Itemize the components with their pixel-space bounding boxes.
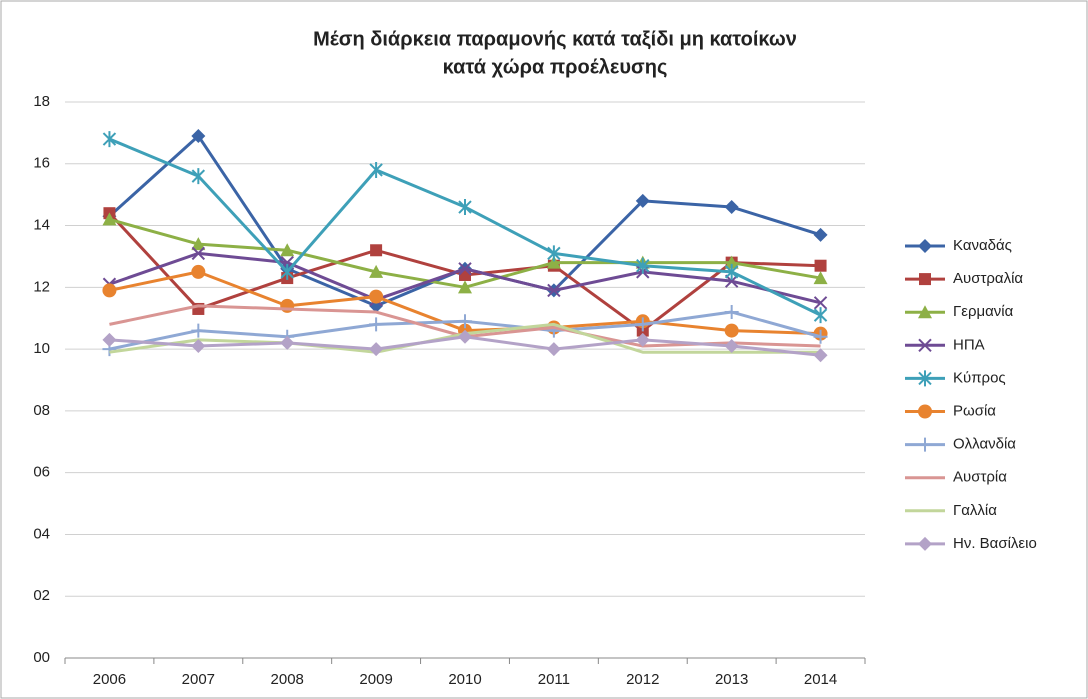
marker bbox=[458, 199, 472, 216]
marker bbox=[546, 255, 561, 269]
legend-marker bbox=[919, 273, 931, 286]
marker bbox=[458, 280, 472, 294]
marker bbox=[369, 289, 384, 304]
marker bbox=[369, 342, 384, 357]
marker bbox=[813, 329, 828, 344]
legend-label: ΗΠΑ bbox=[953, 336, 985, 353]
y-tick-label: 14 bbox=[33, 217, 50, 234]
marker bbox=[102, 332, 117, 347]
chart-title: κατά χώρα προέλευσης bbox=[443, 56, 668, 78]
legend-marker bbox=[918, 536, 932, 551]
legend-label: Αυστρία bbox=[953, 469, 1007, 486]
marker bbox=[369, 317, 384, 332]
marker bbox=[191, 323, 206, 338]
marker bbox=[369, 264, 384, 278]
chart-title: Μέση διάρκεια παραμονής κατά ταξίδι μη κ… bbox=[313, 28, 797, 50]
marker bbox=[813, 307, 828, 324]
marker bbox=[724, 305, 739, 320]
x-tick-label: 2007 bbox=[182, 671, 215, 688]
marker bbox=[636, 257, 650, 274]
legend-marker bbox=[918, 338, 932, 353]
x-tick-label: 2014 bbox=[804, 671, 837, 688]
y-tick-label: 02 bbox=[33, 587, 50, 604]
marker bbox=[370, 244, 383, 257]
marker bbox=[458, 262, 472, 276]
marker bbox=[724, 255, 739, 269]
y-tick-label: 00 bbox=[33, 649, 50, 666]
marker bbox=[547, 283, 561, 298]
legend-label: Γερμανία bbox=[953, 303, 1014, 320]
marker bbox=[724, 323, 739, 338]
x-tick-label: 2013 bbox=[715, 671, 748, 688]
legend-marker bbox=[918, 305, 932, 319]
marker bbox=[724, 263, 739, 280]
marker bbox=[813, 227, 828, 242]
marker bbox=[635, 193, 650, 208]
marker bbox=[191, 237, 206, 251]
marker bbox=[191, 246, 206, 261]
marker bbox=[724, 339, 739, 354]
marker bbox=[191, 128, 206, 143]
legend-label: Ην. Βασίλειο bbox=[953, 535, 1037, 552]
y-tick-label: 12 bbox=[33, 278, 50, 295]
marker bbox=[458, 314, 472, 329]
legend-label: Αυστραλία bbox=[953, 270, 1023, 287]
marker bbox=[547, 245, 561, 262]
y-tick-label: 10 bbox=[33, 340, 50, 357]
marker bbox=[546, 342, 561, 357]
marker bbox=[191, 339, 206, 354]
marker bbox=[280, 243, 295, 257]
marker bbox=[458, 329, 472, 344]
legend-label: Καναδάς bbox=[953, 237, 1012, 254]
marker bbox=[724, 200, 739, 215]
x-tick-label: 2008 bbox=[271, 671, 304, 688]
marker bbox=[191, 264, 206, 279]
legend-label: Ρωσία bbox=[953, 402, 996, 419]
legend-marker bbox=[918, 404, 932, 419]
x-tick-label: 2011 bbox=[538, 671, 570, 688]
marker bbox=[191, 168, 206, 185]
x-tick-label: 2010 bbox=[448, 671, 481, 688]
marker bbox=[369, 161, 383, 178]
marker bbox=[813, 348, 828, 363]
y-tick-label: 04 bbox=[33, 525, 50, 542]
x-tick-label: 2012 bbox=[626, 671, 659, 688]
marker bbox=[635, 332, 650, 347]
marker bbox=[280, 335, 295, 350]
marker bbox=[813, 296, 828, 310]
legend-marker bbox=[918, 437, 932, 452]
x-tick-label: 2006 bbox=[93, 671, 126, 688]
y-tick-label: 06 bbox=[33, 464, 50, 481]
y-tick-label: 18 bbox=[33, 93, 50, 110]
legend-label: Ολλανδία bbox=[953, 436, 1016, 453]
marker bbox=[635, 317, 650, 332]
marker bbox=[102, 131, 117, 148]
legend-label: Γαλλία bbox=[953, 502, 997, 519]
y-tick-label: 08 bbox=[33, 402, 50, 419]
marker bbox=[814, 259, 827, 272]
legend-label: Κύπρος bbox=[953, 369, 1006, 386]
x-tick-label: 2009 bbox=[359, 671, 392, 688]
marker bbox=[102, 212, 117, 226]
y-tick-label: 16 bbox=[33, 155, 50, 172]
marker bbox=[102, 283, 117, 298]
marker bbox=[280, 298, 295, 313]
legend-marker bbox=[918, 239, 932, 253]
marker bbox=[280, 263, 294, 280]
marker bbox=[813, 271, 828, 285]
legend-marker bbox=[918, 370, 932, 387]
